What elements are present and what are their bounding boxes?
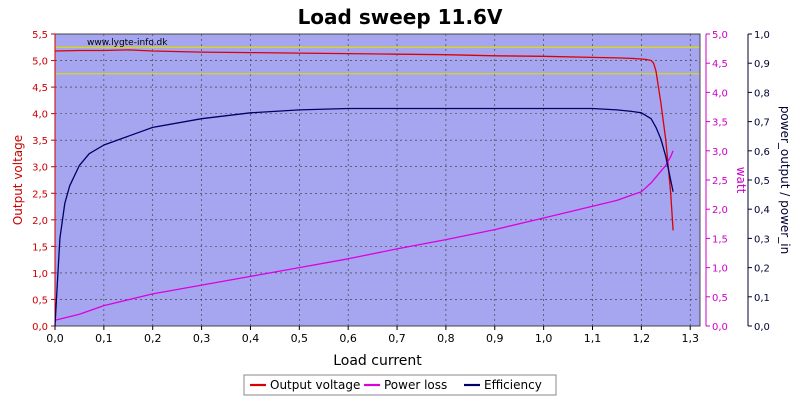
watt-tick-label: 0,0 <box>712 322 728 333</box>
watt-tick-label: 1,0 <box>712 264 728 275</box>
x-axis-label: Load current <box>333 353 422 369</box>
efficiency-tick-label: 0,2 <box>754 264 770 275</box>
watt-tick-label: 4,5 <box>712 59 728 70</box>
efficiency-tick-label: 0,1 <box>754 293 770 304</box>
x-tick-label: 0,8 <box>437 332 455 345</box>
left-tick-label: 5,0 <box>32 57 48 68</box>
x-tick-label: 1,3 <box>681 332 699 345</box>
watt-tick-label: 5,0 <box>712 30 728 41</box>
x-tick-label: 0,4 <box>242 332 260 345</box>
watt-tick-label: 4,0 <box>712 88 728 99</box>
watermark: www.lygte-info.dk <box>87 38 168 48</box>
efficiency-tick-label: 0,5 <box>754 176 770 187</box>
x-tick-label: 1,1 <box>584 332 602 345</box>
watt-tick-label: 3,0 <box>712 147 728 158</box>
left-tick-label: 5,5 <box>32 30 48 41</box>
series-line-output-voltage <box>54 49 674 231</box>
left-tick-label: 4,0 <box>32 110 48 121</box>
x-tick-label: 0,9 <box>486 332 504 345</box>
efficiency-tick-label: 0,8 <box>754 88 770 99</box>
x-tick-label: 0,5 <box>291 332 309 345</box>
watt-tick-label: 1,5 <box>712 234 728 245</box>
efficiency-axis-label: power_output / power_in <box>778 106 792 254</box>
left-tick-label: 3,5 <box>32 136 48 147</box>
watt-tick-label: 3,5 <box>712 118 728 129</box>
plot-area <box>55 34 700 326</box>
legend-box <box>243 374 557 396</box>
left-tick-label: 1,5 <box>32 242 48 253</box>
series-line-efficiency <box>54 107 674 327</box>
efficiency-tick-label: 0,3 <box>754 234 770 245</box>
left-tick-label: 3,0 <box>32 163 48 174</box>
series-line-power-loss <box>54 150 674 321</box>
left-tick-label: 0,0 <box>32 322 48 333</box>
x-tick-label: 0,3 <box>193 332 211 345</box>
legend-label: Efficiency <box>484 378 542 392</box>
efficiency-tick-label: 0,0 <box>754 322 770 333</box>
left-axis-label: Output voltage <box>11 135 25 225</box>
efficiency-tick-label: 0,7 <box>754 118 770 129</box>
efficiency-tick-label: 1,0 <box>754 30 770 41</box>
x-tick-label: 0,6 <box>339 332 357 345</box>
left-tick-label: 2,5 <box>32 189 48 200</box>
chart-title: Load sweep 11.6V <box>298 5 503 29</box>
x-tick-label: 0,1 <box>95 332 113 345</box>
left-tick-label: 0,5 <box>32 295 48 306</box>
watt-tick-label: 2,0 <box>712 205 728 216</box>
x-tick-label: 0,7 <box>388 332 406 345</box>
efficiency-tick-label: 0,4 <box>754 205 770 216</box>
x-tick-label: 1,0 <box>535 332 553 345</box>
legend-label: Power loss <box>384 378 447 392</box>
left-tick-label: 1,0 <box>32 269 48 280</box>
x-tick-label: 0,2 <box>144 332 162 345</box>
left-tick-label: 2,0 <box>32 216 48 227</box>
left-tick-label: 4,5 <box>32 83 48 94</box>
legend-label: Output voltage <box>270 378 360 392</box>
watt-tick-label: 2,5 <box>712 176 728 187</box>
x-tick-label: 1,2 <box>633 332 651 345</box>
efficiency-tick-label: 0,6 <box>754 147 770 158</box>
efficiency-tick-label: 0,9 <box>754 59 770 70</box>
watt-axis-label: watt <box>734 167 748 194</box>
watt-tick-label: 0,5 <box>712 293 728 304</box>
x-tick-label: 0,0 <box>46 332 64 345</box>
